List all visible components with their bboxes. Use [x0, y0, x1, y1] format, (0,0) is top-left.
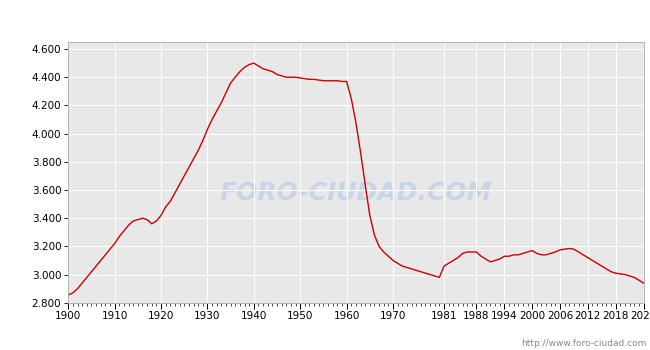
Text: http://www.foro-ciudad.com: http://www.foro-ciudad.com	[521, 339, 647, 348]
Text: FORO-CIUDAD.COM: FORO-CIUDAD.COM	[220, 181, 492, 205]
Text: Begíjar (Municipio) - Evolucion del numero de Habitantes: Begíjar (Municipio) - Evolucion del nume…	[135, 14, 515, 27]
